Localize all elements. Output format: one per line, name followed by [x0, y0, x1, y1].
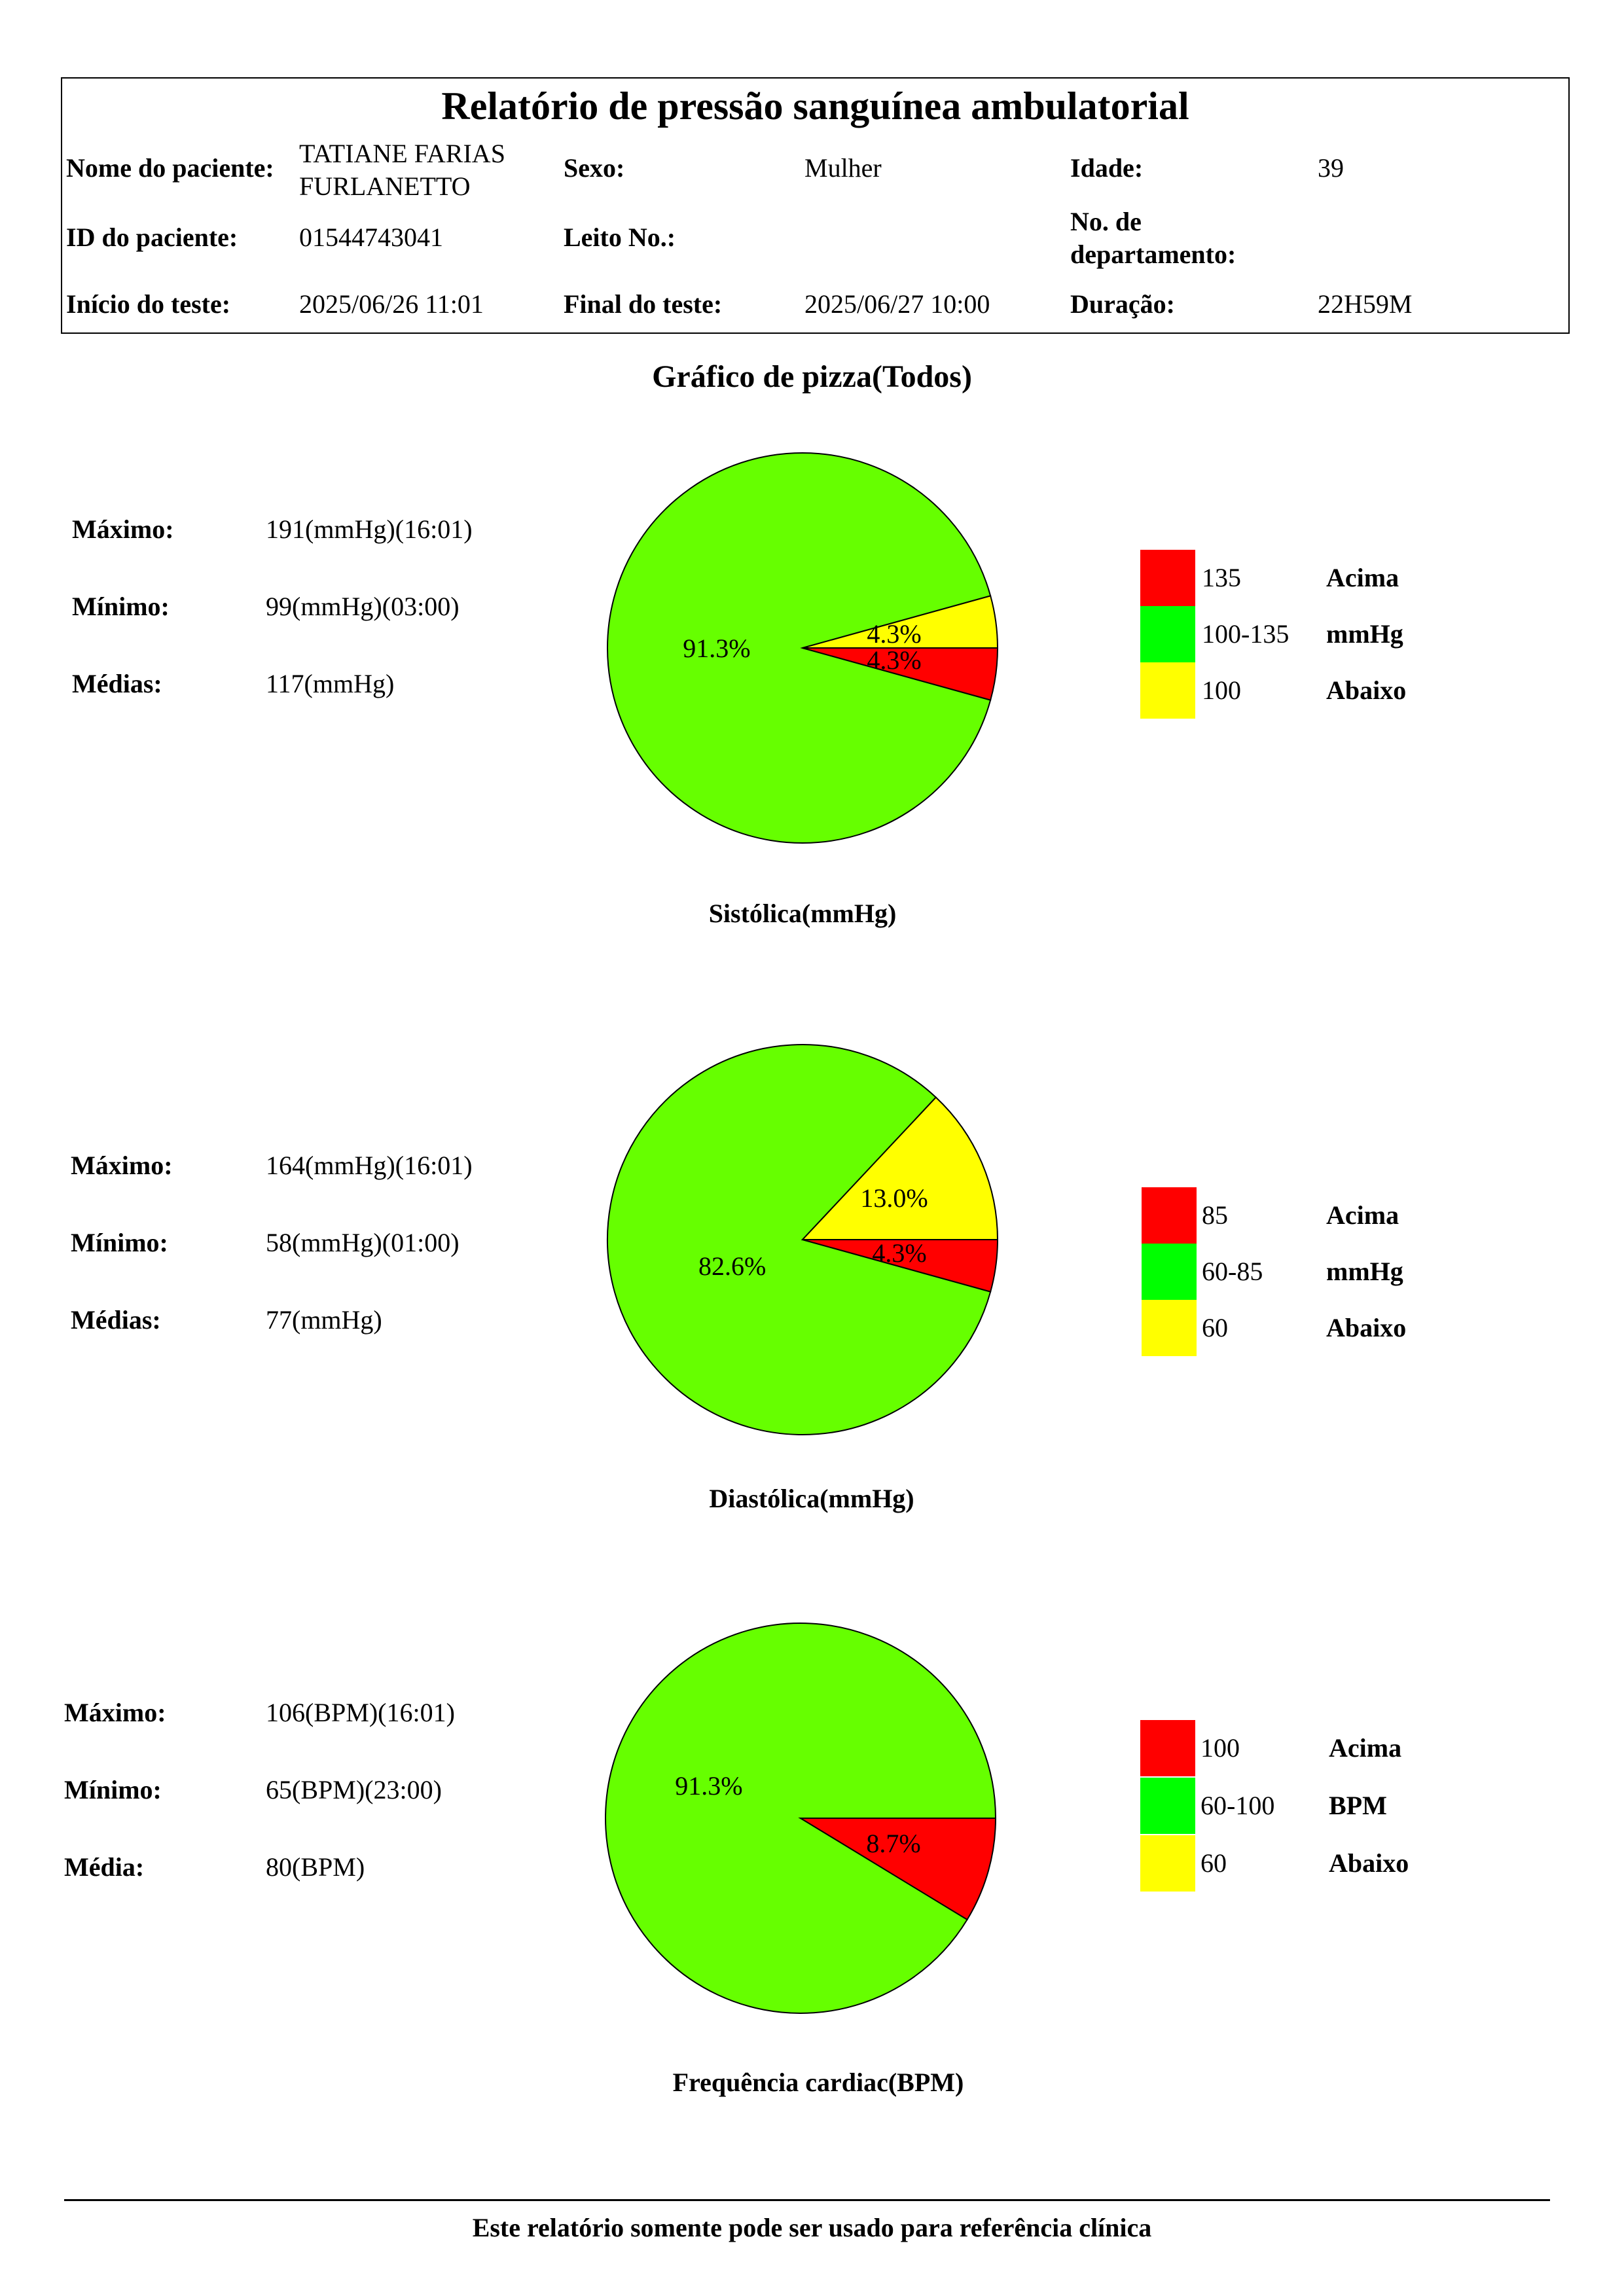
legend-swatch: [1140, 606, 1195, 662]
stat-label: Mínimo:: [64, 1775, 162, 1804]
slice-label: 82.6%: [698, 1251, 766, 1281]
legend-range: 135: [1202, 563, 1241, 592]
legend-desc: Acima: [1329, 1733, 1402, 1763]
diastolic-chart-title: Diastólica(mmHg): [709, 1484, 914, 1513]
pie-slice: [607, 1044, 992, 1435]
legend-range: 85: [1202, 1200, 1228, 1230]
pie-slice: [801, 1096, 999, 1240]
legend-desc: Abaixo: [1326, 675, 1407, 705]
stat-label: Mínimo:: [71, 1228, 168, 1257]
legend-range: 100: [1200, 1733, 1240, 1763]
legend-desc: Abaixo: [1329, 1848, 1409, 1878]
legend-swatch: [1140, 550, 1195, 606]
duration-value: 22H59M: [1318, 289, 1413, 319]
duration-label: Duração:: [1070, 289, 1175, 319]
footer-divider: [64, 2199, 1550, 2201]
legend-swatch: [1140, 1720, 1195, 1776]
stat-value: 77(mmHg): [266, 1305, 382, 1335]
age-label: Idade:: [1070, 153, 1144, 183]
department-label: No. de departamento:: [1070, 207, 1236, 269]
slice-label: 91.3%: [675, 1771, 742, 1801]
patient-id-label: ID do paciente:: [66, 223, 238, 252]
test-start-label: Início do teste:: [66, 289, 231, 319]
section-title: Gráfico de pizza(Todos): [652, 359, 972, 394]
patient-name-value: TATIANE FARIAS FURLANETTO: [299, 139, 505, 201]
pie-slice: [802, 647, 999, 701]
stat-value: 106(BPM)(16:01): [266, 1698, 455, 1727]
legend-swatch: [1142, 1300, 1197, 1356]
patient-name-label: Nome do paciente:: [66, 153, 274, 183]
slice-label: 8.7%: [866, 1829, 920, 1858]
legend-swatch: [1140, 1778, 1195, 1834]
legend-desc: Acima: [1326, 563, 1399, 592]
stat-value: 117(mmHg): [266, 669, 395, 698]
stat-label: Mínimo:: [72, 592, 170, 621]
slice-label: 13.0%: [860, 1183, 928, 1213]
report-title: Relatório de pressão sanguínea ambulator…: [441, 84, 1189, 128]
slice-label: 4.3%: [872, 1238, 926, 1268]
stat-label: Médias:: [72, 669, 162, 698]
legend-range: 100: [1202, 675, 1241, 705]
slice-label: 4.3%: [867, 645, 921, 675]
legend-desc: Abaixo: [1326, 1313, 1407, 1342]
pie-slice: [607, 452, 992, 844]
legend-range: 100-135: [1202, 619, 1290, 649]
test-start-value: 2025/06/26 11:01: [299, 289, 484, 319]
legend-range: 60-85: [1202, 1257, 1263, 1286]
stat-value: 58(mmHg)(01:00): [266, 1228, 460, 1257]
legend-range: 60: [1200, 1848, 1227, 1878]
stat-label: Máximo:: [64, 1698, 166, 1727]
stat-value: 99(mmHg)(03:00): [266, 592, 460, 621]
test-end-value: 2025/06/27 10:00: [804, 289, 990, 319]
legend-desc: BPM: [1329, 1791, 1387, 1820]
stat-label: Máximo:: [71, 1151, 173, 1180]
stat-value: 191(mmHg)(16:01): [266, 514, 473, 544]
stat-label: Média:: [64, 1852, 145, 1882]
pie-slice: [605, 1623, 997, 2014]
footer-note: Este relatório somente pode ser usado pa…: [472, 2213, 1152, 2242]
legend-desc: mmHg: [1326, 1257, 1403, 1286]
systolic-chart-title: Sistólica(mmHg): [708, 899, 897, 928]
legend-desc: mmHg: [1326, 619, 1403, 649]
sex-label: Sexo:: [564, 153, 625, 183]
sex-value: Mulher: [804, 153, 882, 183]
stat-value: 80(BPM): [266, 1852, 365, 1882]
slice-label: 91.3%: [683, 634, 750, 663]
stat-value: 164(mmHg)(16:01): [266, 1151, 473, 1180]
patient-info-box: Relatório de pressão sanguínea ambulator…: [61, 77, 1570, 334]
stat-value: 65(BPM)(23:00): [266, 1775, 442, 1804]
stat-label: Médias:: [71, 1305, 161, 1335]
test-end-label: Final do teste:: [564, 289, 723, 319]
bed-label: Leito No.:: [564, 223, 676, 252]
legend-range: 60: [1202, 1313, 1228, 1342]
legend-swatch: [1140, 1835, 1195, 1892]
stat-label: Máximo:: [72, 514, 174, 544]
pie-slice: [798, 1818, 997, 1921]
slice-label: 4.3%: [867, 619, 921, 649]
patient-id-value: 01544743041: [299, 223, 443, 252]
age-value: 39: [1318, 153, 1344, 183]
pie-slice: [802, 1239, 999, 1293]
heart-rate-chart-title: Frequência cardiac(BPM): [672, 2068, 964, 2097]
legend-swatch: [1142, 1244, 1197, 1300]
legend-swatch: [1140, 662, 1195, 719]
legend-swatch: [1142, 1187, 1197, 1244]
legend-range: 60-100: [1200, 1791, 1275, 1820]
legend-desc: Acima: [1326, 1200, 1399, 1230]
pie-slice: [802, 595, 999, 649]
